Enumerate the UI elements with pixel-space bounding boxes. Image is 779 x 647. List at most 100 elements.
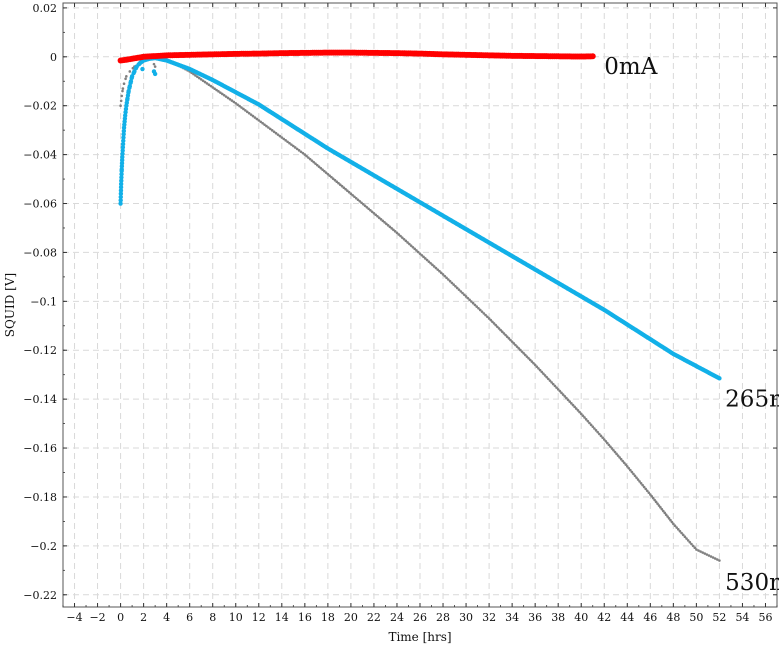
data-point xyxy=(365,205,369,209)
data-point xyxy=(257,119,261,122)
data-point xyxy=(140,66,145,72)
data-point xyxy=(123,106,129,112)
data-point xyxy=(118,185,124,190)
data-point xyxy=(660,507,664,511)
data-point xyxy=(338,183,342,187)
data-point xyxy=(538,368,542,372)
data-point xyxy=(486,315,489,319)
data-point xyxy=(659,506,662,509)
data-point xyxy=(563,395,567,398)
data-point xyxy=(267,126,270,129)
data-point xyxy=(594,429,598,432)
data-point xyxy=(232,100,236,104)
data-point xyxy=(356,198,360,202)
y-tick-label: −0.06 xyxy=(23,198,57,211)
data-point xyxy=(297,149,301,152)
data-point xyxy=(527,356,530,360)
data-point xyxy=(244,109,247,112)
data-point xyxy=(128,70,132,73)
data-point xyxy=(268,127,272,131)
data-point xyxy=(205,82,209,85)
data-point xyxy=(478,308,482,312)
data-point xyxy=(120,151,125,156)
data-point xyxy=(399,234,402,238)
data-point xyxy=(666,515,669,518)
data-point xyxy=(615,452,618,456)
data-point xyxy=(349,192,353,196)
data-point xyxy=(215,88,218,92)
data-point xyxy=(292,144,295,148)
data-point xyxy=(431,263,434,267)
data-point xyxy=(404,239,408,243)
data-point xyxy=(558,389,562,393)
data-point xyxy=(621,459,624,463)
data-point xyxy=(647,491,651,494)
y-tick-label: 0 xyxy=(50,51,57,64)
data-point xyxy=(450,281,454,285)
x-tick-label: 18 xyxy=(321,611,335,624)
data-point xyxy=(680,531,683,535)
x-tick-label: 56 xyxy=(758,611,772,624)
data-point xyxy=(415,249,418,252)
data-point xyxy=(683,535,687,538)
data-point xyxy=(604,439,608,443)
data-point xyxy=(494,323,497,327)
data-point xyxy=(622,461,626,465)
data-point xyxy=(454,284,457,288)
data-point xyxy=(691,544,695,548)
data-point xyxy=(718,559,721,562)
data-point xyxy=(310,159,314,162)
y-tick-label: −0.08 xyxy=(23,246,57,259)
data-point xyxy=(255,117,259,121)
data-point xyxy=(596,430,599,434)
x-tick-label: 26 xyxy=(413,611,427,624)
x-tick-label: 44 xyxy=(620,611,634,624)
data-point xyxy=(690,542,693,546)
data-point xyxy=(317,165,321,168)
data-point xyxy=(581,414,585,417)
data-point xyxy=(707,554,711,557)
data-point xyxy=(354,196,358,200)
data-point xyxy=(406,241,409,244)
data-point xyxy=(489,318,493,322)
data-point xyxy=(697,549,700,552)
data-point xyxy=(385,222,388,226)
data-point xyxy=(509,338,512,342)
data-point xyxy=(586,419,590,423)
data-point xyxy=(583,416,586,419)
data-point xyxy=(303,153,307,156)
data-point xyxy=(651,496,655,500)
data-point xyxy=(230,99,234,102)
data-point xyxy=(120,145,126,150)
data-point xyxy=(295,147,299,151)
x-tick-label: 32 xyxy=(482,611,496,624)
x-tick-label: 12 xyxy=(252,611,266,624)
data-point xyxy=(347,190,351,194)
data-point xyxy=(588,421,591,425)
data-point xyxy=(642,485,646,489)
data-point xyxy=(228,97,232,101)
data-point xyxy=(553,384,557,388)
data-point xyxy=(599,434,603,438)
data-point xyxy=(445,276,448,280)
data-point xyxy=(525,355,529,358)
x-tick-label: 38 xyxy=(551,611,565,624)
data-point xyxy=(678,529,682,533)
data-point xyxy=(709,555,713,558)
data-point xyxy=(409,244,413,247)
x-tick-label: 22 xyxy=(367,611,381,624)
x-tick-label: 2 xyxy=(140,611,147,624)
data-point xyxy=(358,199,362,203)
data-point xyxy=(337,181,340,185)
data-point xyxy=(353,195,356,199)
data-point xyxy=(383,221,386,224)
data-point xyxy=(209,84,213,88)
data-point xyxy=(566,398,570,402)
data-point xyxy=(457,288,461,291)
data-point xyxy=(238,104,241,108)
data-point xyxy=(324,171,328,174)
data-point xyxy=(556,388,560,391)
data-point xyxy=(499,328,502,332)
x-tick-label: 10 xyxy=(229,611,243,624)
